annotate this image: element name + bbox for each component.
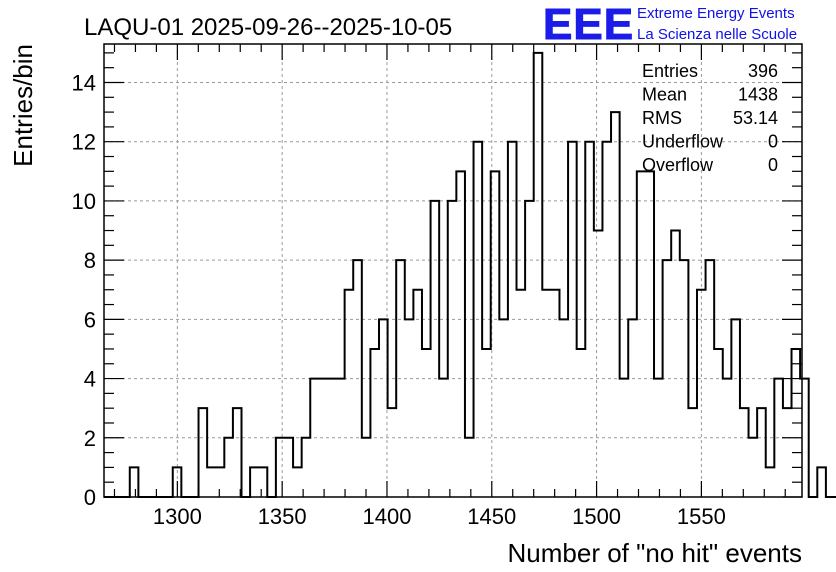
y-tick-label: 6 <box>84 307 96 332</box>
y-tick-label: 0 <box>84 485 96 510</box>
x-tick-label: 1450 <box>467 504 516 529</box>
y-tick-label: 2 <box>84 426 96 451</box>
y-tick-label: 8 <box>84 248 96 273</box>
x-tick-label: 1350 <box>258 504 307 529</box>
stats-label: Underflow <box>642 132 724 152</box>
x-tick-label: 1300 <box>153 504 202 529</box>
stats-label: RMS <box>642 108 682 128</box>
x-axis-label: Number of "no hit" events <box>508 538 803 568</box>
axis-ticks <box>104 44 802 498</box>
y-axis-label: Entries/bin <box>8 44 38 167</box>
x-tick-label: 1500 <box>572 504 621 529</box>
histogram-outline <box>104 51 836 498</box>
stats-label: Overflow <box>642 155 714 175</box>
grid-lines <box>104 44 802 497</box>
stats-value: 396 <box>748 61 778 81</box>
stats-label: Entries <box>642 61 698 81</box>
plot-frame <box>103 43 803 498</box>
x-tick-label: 1550 <box>677 504 726 529</box>
y-tick-label: 10 <box>72 189 96 214</box>
logo-line-2: La Scienza nelle Scuole <box>637 26 797 43</box>
stats-value: 0 <box>768 132 778 152</box>
x-tick-label: 1400 <box>362 504 411 529</box>
tick-labels: 1300 1350 1400 1450 1500 1550 0 2 4 6 8 10 12 14 <box>72 70 726 529</box>
y-tick-label: 4 <box>84 367 96 392</box>
stats-value: 0 <box>768 155 778 175</box>
logo-mark: EEE <box>543 0 634 49</box>
y-tick-label: 14 <box>72 70 96 95</box>
y-tick-label: 12 <box>72 130 96 155</box>
stats-value: 53.14 <box>733 108 778 128</box>
stats-label: Mean <box>642 85 687 105</box>
stats-box: Entries 396 Mean 1438 RMS 53.14 Underflow 0 Over… <box>642 61 778 175</box>
eee-logo: EEE Extreme Energy Events La Scienza nel… <box>543 0 798 50</box>
stats-value: 1438 <box>738 85 778 105</box>
logo-line-1: Extreme Energy Events <box>637 5 795 22</box>
chart-title: LAQU-01 2025-09-26--2025-10-05 <box>84 14 452 41</box>
